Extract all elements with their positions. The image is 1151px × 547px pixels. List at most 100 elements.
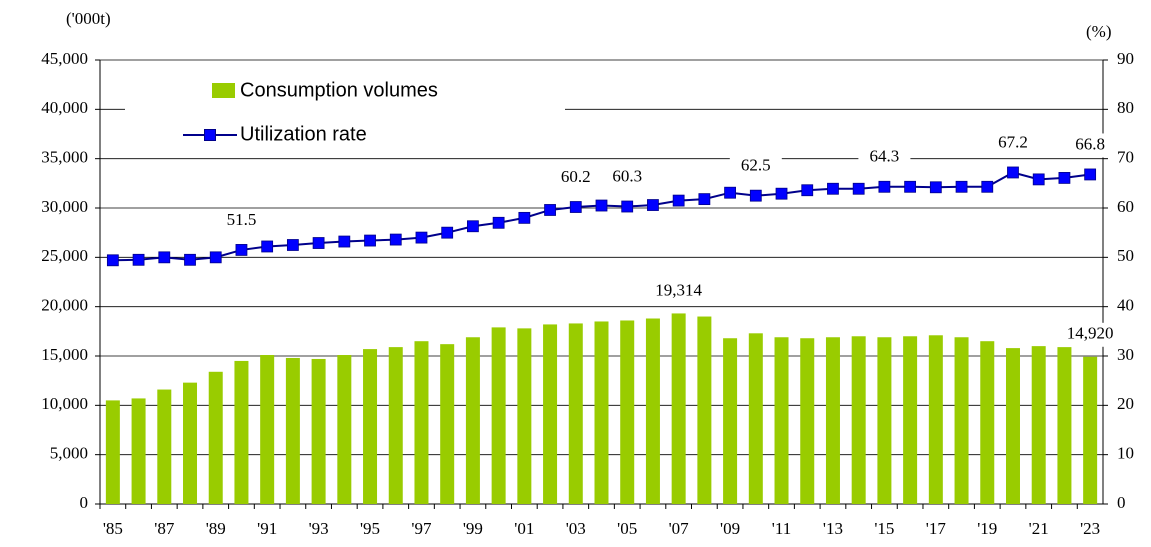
x-tick-label: '93: [309, 519, 329, 538]
marker: [467, 220, 479, 233]
marker: [775, 187, 788, 200]
marker: [698, 193, 711, 206]
marker: [981, 180, 994, 193]
bar: [183, 382, 198, 504]
y2-tick-label: 90: [1117, 49, 1134, 68]
marker: [1007, 166, 1019, 179]
data-label: 66.8: [1075, 134, 1105, 153]
data-label: 60.3: [612, 166, 642, 185]
bar: [414, 341, 429, 504]
y2-tick-label: 50: [1117, 246, 1134, 265]
bar: [980, 341, 995, 504]
marker: [492, 216, 505, 229]
x-tick-label: '91: [257, 519, 277, 538]
y-tick-label: 40,000: [41, 98, 88, 117]
bar: [903, 336, 918, 504]
marker: [1084, 168, 1097, 181]
marker: [184, 253, 196, 266]
marker: [595, 199, 608, 212]
marker: [312, 237, 325, 249]
bar: [388, 347, 403, 504]
data-label: 62.5: [741, 156, 771, 175]
bar: [131, 398, 146, 504]
bar: [440, 344, 455, 504]
x-tick-label: '15: [874, 519, 894, 538]
x-tick-label: '95: [360, 519, 380, 538]
bar: [1057, 347, 1072, 504]
data-label: 19,314: [655, 280, 702, 299]
data-label-bg: [652, 279, 705, 304]
bar: [594, 321, 609, 504]
y-axis-label: ('000t): [66, 9, 111, 28]
y2-tick-label: 20: [1117, 394, 1134, 413]
bar: [363, 349, 378, 504]
marker: [1058, 172, 1071, 184]
bar: [543, 324, 558, 504]
x-tick-label: '99: [463, 519, 483, 538]
data-label-bg: [1064, 133, 1117, 158]
y-tick-label: 15,000: [41, 345, 88, 364]
bar: [1005, 348, 1020, 504]
y-tick-label: 10,000: [41, 394, 88, 413]
data-label-bg: [215, 208, 268, 233]
marker: [338, 235, 351, 248]
x-tick-label: '89: [206, 519, 226, 538]
data-label-bg: [986, 131, 1039, 156]
x-tick-label: '09: [720, 519, 740, 538]
y2-tick-label: 10: [1117, 444, 1134, 463]
marker: [955, 180, 968, 193]
marker: [929, 181, 942, 194]
marker: [827, 182, 839, 195]
x-tick-label: '21: [1029, 519, 1049, 538]
x-tick-label: '19: [977, 519, 997, 538]
bar: [491, 327, 506, 504]
data-label: 64.3: [870, 147, 900, 166]
x-tick-label: '87: [154, 519, 175, 538]
bar: [954, 337, 969, 504]
marker: [621, 200, 634, 213]
y2-tick-label: 80: [1117, 98, 1134, 117]
data-label-bg: [601, 165, 654, 190]
bar: [311, 358, 326, 504]
x-tick-label: '13: [823, 519, 843, 538]
bar: [620, 320, 635, 504]
y-tick-label: 35,000: [41, 148, 88, 167]
x-tick-label: '17: [926, 519, 947, 538]
bar: [851, 336, 866, 504]
data-label: 60.2: [561, 167, 591, 186]
bar: [877, 337, 892, 504]
marker: [441, 226, 454, 239]
x-tick-label: '01: [514, 519, 534, 538]
bar: [105, 400, 120, 504]
bar: [337, 355, 352, 504]
x-tick-label: '11: [772, 519, 791, 538]
y2-tick-label: 60: [1117, 197, 1134, 216]
marker: [801, 184, 814, 197]
marker: [544, 204, 556, 216]
marker: [364, 234, 376, 247]
marker: [852, 182, 865, 195]
marker: [749, 189, 762, 202]
bar: [748, 333, 763, 504]
marker: [158, 251, 171, 264]
data-label: 67.2: [998, 132, 1028, 151]
bar: [285, 357, 300, 504]
x-tick-label: '07: [669, 519, 690, 538]
marker: [261, 240, 274, 253]
bar: [723, 338, 738, 504]
bar: [234, 360, 249, 504]
data-label: 14,920: [1067, 324, 1114, 343]
y-tick-label: 20,000: [41, 296, 88, 315]
data-label-bg: [549, 166, 602, 191]
bar: [517, 328, 532, 504]
marker: [724, 186, 736, 199]
legend-box: [125, 70, 565, 152]
marker: [904, 180, 917, 193]
y2-tick-label: 40: [1117, 296, 1134, 315]
bar: [825, 337, 840, 504]
legend-label: Utilization rate: [240, 123, 367, 145]
bar: [645, 318, 660, 504]
bar: [1031, 346, 1046, 504]
legend-swatch: [212, 83, 235, 98]
y-tick-label: 30,000: [41, 197, 88, 216]
